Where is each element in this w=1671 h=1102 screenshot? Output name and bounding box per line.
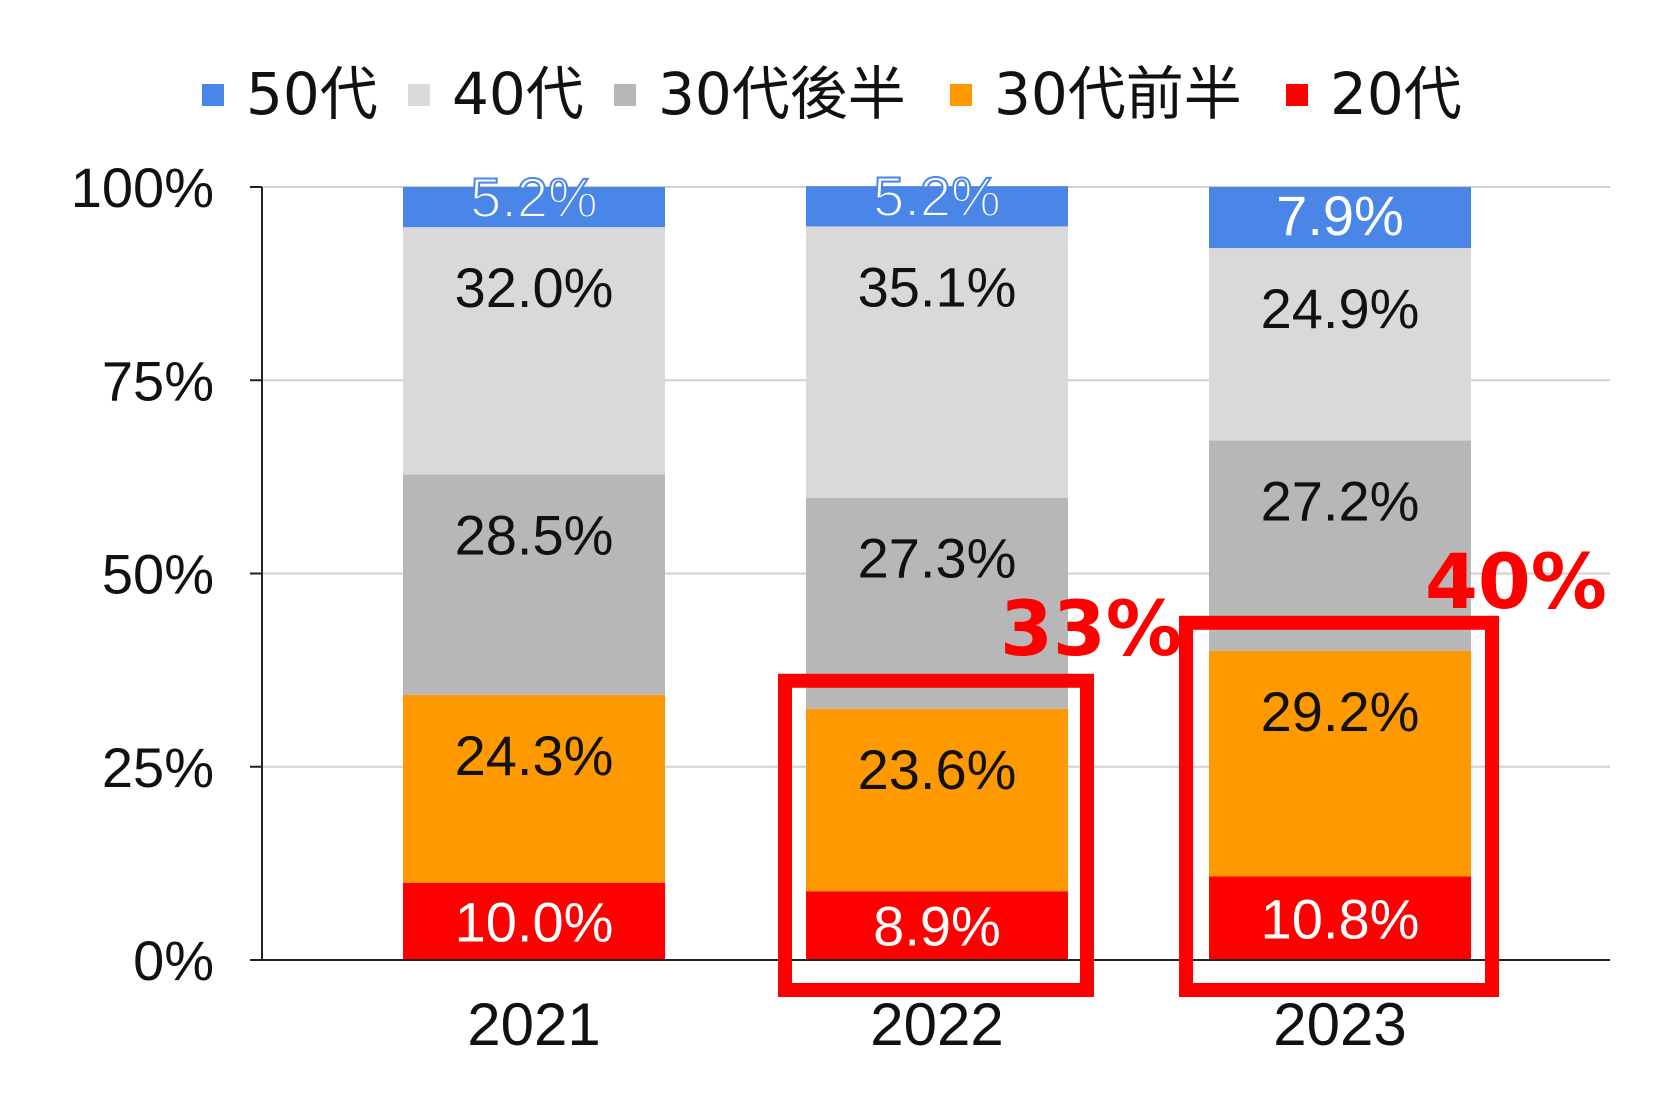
bar-segment — [403, 882, 665, 960]
bar-segment — [806, 226, 1068, 498]
callout-label: 33% — [1000, 584, 1182, 673]
data-label: 29.2% — [1261, 680, 1420, 743]
bar-segment — [1209, 440, 1471, 651]
data-label: 23.6% — [858, 738, 1017, 801]
bar-segment — [1209, 876, 1471, 960]
y-axis: 0% 25% 50% 75% 100% — [71, 156, 1610, 992]
bar-segment — [1209, 650, 1471, 877]
legend: 50代 40代 30代後半 30代前半 20代 — [202, 60, 1462, 128]
data-label: 24.9% — [1261, 277, 1420, 340]
bar-segment — [403, 227, 665, 475]
data-label: 7.9% — [1276, 184, 1404, 247]
data-label: 35.1% — [858, 255, 1017, 318]
legend-swatch — [614, 84, 636, 106]
data-label: 27.2% — [1261, 470, 1420, 533]
bar-segment — [403, 474, 665, 695]
legend-entry: 40代 — [452, 60, 584, 128]
legend-entry: 50代 — [246, 60, 378, 128]
legend-entry: 30代前半 — [994, 60, 1242, 128]
x-category-label: 2022 — [870, 991, 1003, 1058]
data-label: 24.3% — [455, 724, 614, 787]
callout-box — [1179, 615, 1499, 997]
data-label: 5.2% — [873, 165, 1001, 228]
data-label: 5.2% — [470, 166, 598, 229]
y-tick-label: 100% — [71, 156, 214, 219]
legend-swatch — [202, 84, 224, 106]
y-tick-label: 50% — [102, 543, 214, 606]
x-axis-labels: 2021 2022 2023 — [467, 991, 1406, 1058]
data-label: 28.5% — [455, 504, 614, 567]
bar-segment — [806, 891, 1068, 960]
callout-label: 40% — [1425, 537, 1607, 626]
y-tick-label: 75% — [102, 349, 214, 412]
bar-segment — [1209, 187, 1471, 249]
bar-segment — [403, 694, 665, 883]
callouts: 33% 40% — [778, 537, 1607, 998]
bar-segment — [403, 187, 665, 228]
bar-segment — [806, 708, 1068, 892]
legend-entry: 20代 — [1330, 60, 1462, 128]
bar-segment — [806, 186, 1068, 227]
y-tick-label: 25% — [102, 736, 214, 799]
bar-segments: 10.0% 24.3% 28.5% 32.0% 5.2% 8.9% 23.6% 27.3% 35… — [403, 164, 1471, 960]
y-tick-label: 0% — [133, 929, 214, 992]
x-category-label: 2021 — [467, 991, 600, 1058]
bar-segment — [806, 497, 1068, 709]
legend-entry: 30代後半 — [658, 60, 906, 128]
bar-segment — [1209, 248, 1471, 441]
data-label: 32.0% — [455, 256, 614, 319]
data-label: 27.3% — [858, 527, 1017, 590]
legend-swatch — [408, 84, 430, 106]
legend-swatch — [1286, 84, 1308, 106]
data-label: 8.9% — [873, 895, 1001, 958]
x-category-label: 2023 — [1273, 991, 1406, 1058]
legend-swatch — [950, 84, 972, 106]
data-label: 10.8% — [1261, 887, 1420, 950]
data-label: 10.0% — [455, 890, 614, 953]
callout-box — [778, 673, 1094, 998]
